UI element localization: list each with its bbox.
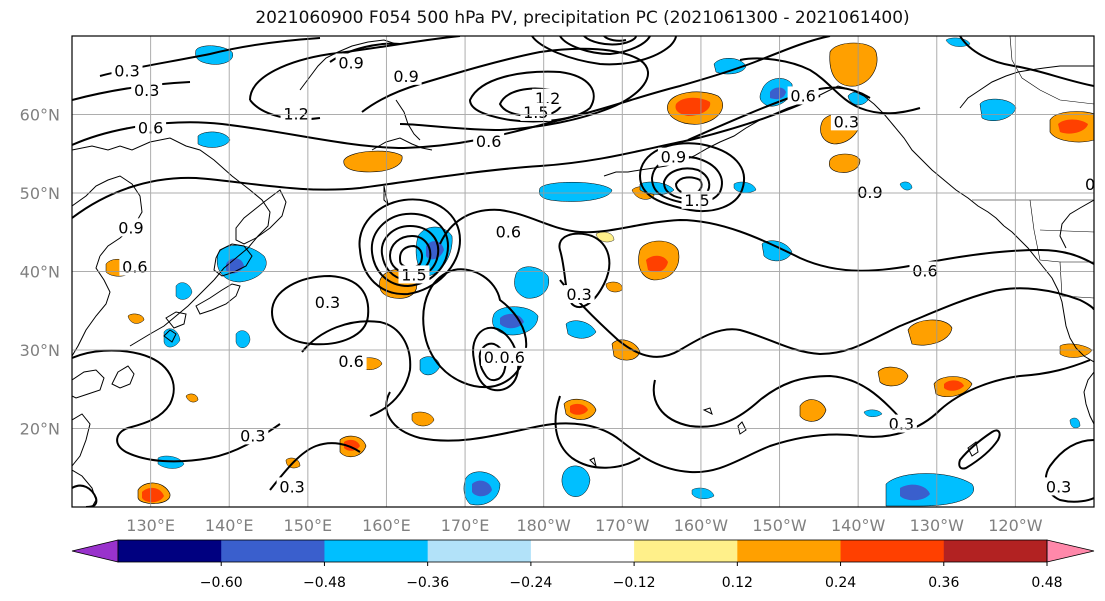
lat-label: 60°N	[20, 106, 60, 125]
contour-label-bg	[335, 53, 367, 72]
contour-label: 0.3	[834, 112, 859, 131]
contour-label-bg	[532, 88, 564, 107]
latitude-labels: 60°N 50°N 40°N 30°N 20°N	[20, 106, 60, 439]
contour-label-bg	[131, 80, 163, 99]
contour-label-bg	[312, 292, 343, 311]
colorbar-segment	[840, 540, 945, 562]
contour-label: 0.6	[500, 348, 525, 367]
colorbar-segment	[943, 540, 1048, 562]
contour-label-bg	[563, 285, 595, 304]
contour-label: 0.6	[338, 352, 363, 371]
contour-label: 0.3	[1046, 477, 1071, 496]
colorbar-segment	[118, 540, 222, 562]
contour-label-bg	[280, 104, 312, 123]
contour-label-bg	[496, 347, 528, 366]
contour-label: 0.9	[661, 148, 686, 167]
gridlines	[72, 36, 1094, 507]
contour-label-bg	[787, 86, 819, 105]
contour-label-bg	[390, 66, 422, 85]
colorbar: −0.60 −0.48 −0.36 −0.24 −0.12 0.12 0.24 0.36 0.4…	[71, 539, 1095, 591]
contour-label-bg	[276, 477, 308, 496]
lon-label: 160°E	[362, 516, 411, 535]
contour-label: 0.3	[114, 61, 139, 80]
colorbar-segment	[221, 540, 325, 562]
figure-title: 2021060900 F054 500 hPa PV, precipitatio…	[255, 8, 910, 28]
contour-label: 0.3	[566, 285, 591, 304]
contour-label-bg	[398, 265, 430, 284]
contour-labels: 0.30.30.60.90.91.21.21.50.60.91.50.60.30…	[111, 53, 1095, 496]
lon-label: 120°W	[988, 516, 1043, 535]
contour-label: 0	[1085, 175, 1095, 194]
contour-label-bg	[1083, 175, 1094, 194]
lat-label: 50°N	[20, 184, 60, 203]
colorbar-extend-low	[71, 539, 119, 563]
contour-label-bg	[237, 426, 269, 445]
contour-label-bg	[830, 112, 862, 131]
colorbar-segment	[634, 540, 738, 562]
contour-label: 1.5	[684, 191, 709, 210]
contour-label: 0.6	[122, 258, 147, 277]
contour-label: 0.9	[393, 67, 418, 86]
contour-label: 0.9	[118, 218, 143, 237]
contour-label: 0.6	[790, 86, 815, 105]
lon-label: 130°W	[910, 516, 965, 535]
colorbar-segment	[427, 540, 532, 562]
colorbar-segment	[530, 540, 635, 562]
lon-label: 140°W	[831, 516, 886, 535]
lon-label: 170°E	[441, 516, 490, 535]
contour-label-bg	[854, 183, 886, 201]
colorbar-tick-label: 0.24	[825, 575, 856, 591]
colorbar-tick-label: −0.36	[406, 575, 449, 591]
colorbar-tick-label: 0.36	[928, 575, 959, 591]
lon-label: 130°E	[126, 516, 175, 535]
contour-label-bg	[492, 222, 524, 241]
map-frame	[71, 35, 1095, 508]
contour-label: 0.9	[338, 53, 363, 72]
lon-label: 170°W	[595, 516, 650, 535]
contour-label-bg	[111, 61, 143, 80]
contour-label: 0.6	[476, 132, 501, 151]
colorbar-segment	[737, 540, 842, 562]
lon-label: 140°E	[205, 516, 254, 535]
contour-label-bg	[657, 147, 689, 166]
colorbar-extend-high	[1046, 539, 1095, 563]
contour-label-bg	[115, 218, 147, 237]
contour-label: 0.3	[134, 81, 159, 100]
contour-label: 1.5	[523, 103, 548, 122]
colorbar-tick-label: 0.48	[1031, 575, 1062, 591]
contour-label: 0.3	[889, 415, 914, 434]
colorbar-segment	[324, 540, 429, 562]
contour-label: 0.3	[240, 426, 265, 445]
contour-label-bg	[909, 261, 941, 280]
colorbar-tick-label: 0.12	[722, 575, 753, 591]
colorbar-tick-label: −0.12	[613, 575, 656, 591]
contour-label: 0.6	[496, 222, 521, 241]
contour-label: 0.3	[279, 477, 304, 496]
lon-label: 180°W	[517, 516, 572, 535]
longitude-labels: 130°E 140°E 150°E 160°E 170°E 180°W 170°W 160°W…	[126, 516, 1042, 535]
lon-label: 150°E	[284, 516, 333, 535]
colorbar-tick-label: −0.60	[200, 575, 243, 591]
lat-label: 20°N	[20, 420, 60, 439]
contour-label: 1.5	[401, 265, 426, 284]
colorbar-tick-label: −0.48	[303, 575, 346, 591]
lat-label: 40°N	[20, 263, 60, 282]
contour-label-bg	[1043, 477, 1075, 496]
contour-label-bg	[473, 131, 505, 150]
lon-label: 150°W	[752, 516, 807, 535]
contour-label-bg	[335, 351, 367, 370]
contour-label-bg	[681, 190, 713, 209]
colorbar-tick-label: −0.24	[509, 575, 552, 591]
lon-label: 160°W	[674, 516, 729, 535]
colorbar-frame	[117, 539, 1048, 563]
contour-label: 0.3	[315, 293, 340, 312]
lat-label: 30°N	[20, 341, 60, 360]
